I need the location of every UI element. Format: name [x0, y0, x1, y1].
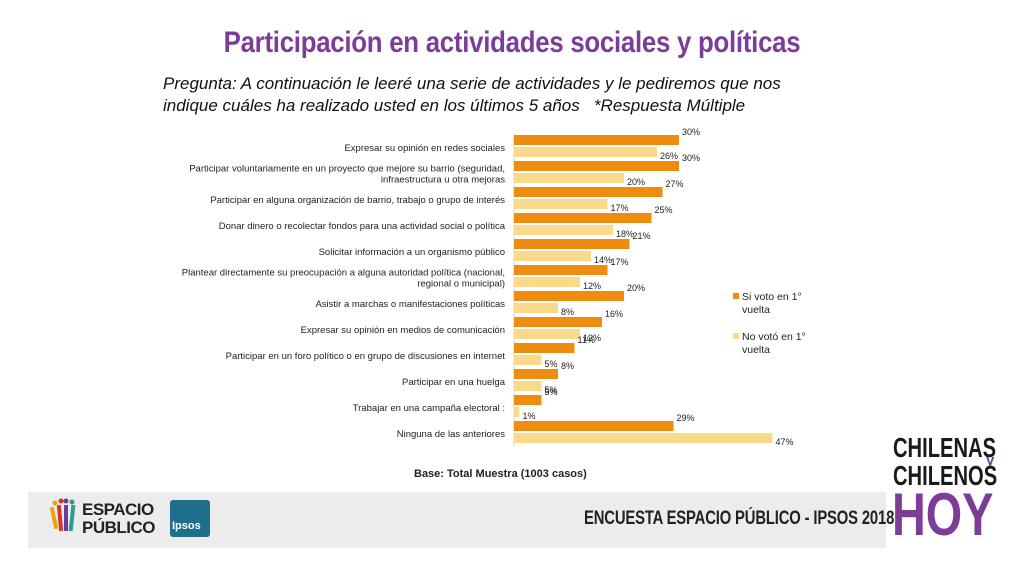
bar-si-voto: [514, 213, 652, 223]
bar-si-voto: [514, 239, 630, 249]
legend-swatch: [733, 333, 739, 339]
data-label: 5%: [545, 387, 558, 397]
bar-si-voto: [514, 343, 575, 353]
brand-chilenos: CHILENOS: [893, 460, 998, 491]
data-label: 14%: [594, 255, 612, 265]
bar-no-voto: [514, 147, 657, 157]
data-label: 12%: [583, 333, 601, 343]
category-label: Participar en un foro político o en grup…: [226, 351, 506, 362]
data-label: 1%: [523, 411, 536, 421]
data-label: 20%: [627, 177, 645, 187]
question-text: Pregunta: A continuación le leeré una se…: [163, 73, 923, 117]
bar-no-voto: [514, 329, 580, 339]
bar-no-voto: [514, 277, 580, 287]
data-label: 47%: [776, 437, 794, 447]
logo-text-publico: PÚBLICO: [82, 518, 156, 537]
data-label: 16%: [605, 309, 623, 319]
category-label: Ninguna de las anteriores: [397, 429, 506, 440]
bar-si-voto: [514, 187, 663, 197]
category-label: infraestructura u otra mejoras: [381, 175, 505, 186]
category-label: Participar voluntariamente en un proyect…: [189, 164, 505, 175]
survey-name: ENCUESTA ESPACIO PÚBLICO - IPSOS 2018: [584, 508, 895, 529]
data-label: 26%: [660, 151, 678, 161]
question-line-1: Pregunta: A continuación le leeré una se…: [163, 74, 781, 93]
brand-hoy: HOY: [892, 481, 994, 548]
data-label: 5%: [545, 385, 558, 395]
page-title: Participación en actividades sociales y …: [223, 26, 801, 59]
category-label: Trabajar en una campaña electoral :: [353, 403, 505, 414]
bar-no-voto: [514, 303, 558, 313]
bar-no-voto: [514, 407, 520, 417]
ipsos-logo-text: Ipsos: [172, 520, 201, 532]
data-label: 17%: [611, 257, 629, 267]
category-label: Participar en alguna organización de bar…: [210, 195, 505, 206]
data-label: 8%: [561, 307, 574, 317]
legend-swatch: [733, 293, 739, 299]
legend-label: vuelta: [742, 304, 770, 316]
espacio-publico-logo-icon: [50, 498, 76, 532]
category-label: Participar en una huelga: [402, 377, 506, 388]
data-label: 27%: [666, 179, 684, 189]
data-label: 21%: [633, 231, 651, 241]
question-line-2: indique cuáles ha realizado usted en los…: [163, 96, 746, 115]
bar-si-voto: [514, 395, 542, 405]
legend-label: vuelta: [742, 344, 770, 356]
data-label: 17%: [611, 203, 629, 213]
category-label: Expresar su opinión en medios de comunic…: [301, 325, 505, 336]
data-label: 30%: [682, 127, 700, 137]
bar-no-voto: [514, 355, 542, 365]
category-label: regional o municipal): [417, 279, 505, 290]
brand-y: y: [986, 452, 995, 469]
data-label: 12%: [583, 281, 601, 291]
data-label: 25%: [655, 205, 673, 215]
ipsos-logo: [170, 500, 210, 537]
category-label: Plantear directamente su preocupación a …: [182, 268, 505, 279]
bar-si-voto: [514, 291, 624, 301]
bar-si-voto: [514, 369, 558, 379]
bar-no-voto: [514, 199, 608, 209]
data-label: 11%: [578, 335, 595, 345]
data-label: 30%: [682, 153, 700, 163]
data-label: 20%: [627, 283, 645, 293]
category-label: Donar dinero o recolectar fondos para un…: [219, 221, 506, 232]
bar-si-voto: [514, 421, 674, 431]
bar-si-voto: [514, 265, 608, 275]
brand-chilenas: CHILENAS: [893, 432, 997, 463]
base-note: Base: Total Muestra (1003 casos): [414, 468, 587, 480]
bar-si-voto: [514, 161, 679, 171]
legend-label: Si voto en 1°: [742, 291, 802, 303]
category-label: Solicitar información a un organismo púb…: [319, 247, 505, 258]
data-label: 8%: [561, 361, 574, 371]
bar-no-voto: [514, 433, 773, 443]
bar-si-voto: [514, 317, 602, 327]
bar-si-voto: [514, 135, 679, 145]
bar-no-voto: [514, 225, 613, 235]
category-label: Expresar su opinión en redes sociales: [344, 143, 505, 154]
bar-no-voto: [514, 381, 542, 391]
legend-label: No votó en 1°: [742, 331, 806, 343]
logo-text-espacio: ESPACIO: [82, 500, 154, 519]
category-label: Asistir a marchas o manifestaciones polí…: [315, 299, 505, 310]
data-label: 18%: [616, 229, 634, 239]
data-label: 29%: [677, 413, 695, 423]
data-label: 5%: [545, 359, 558, 369]
bar-no-voto: [514, 173, 624, 183]
bar-no-voto: [514, 251, 591, 261]
